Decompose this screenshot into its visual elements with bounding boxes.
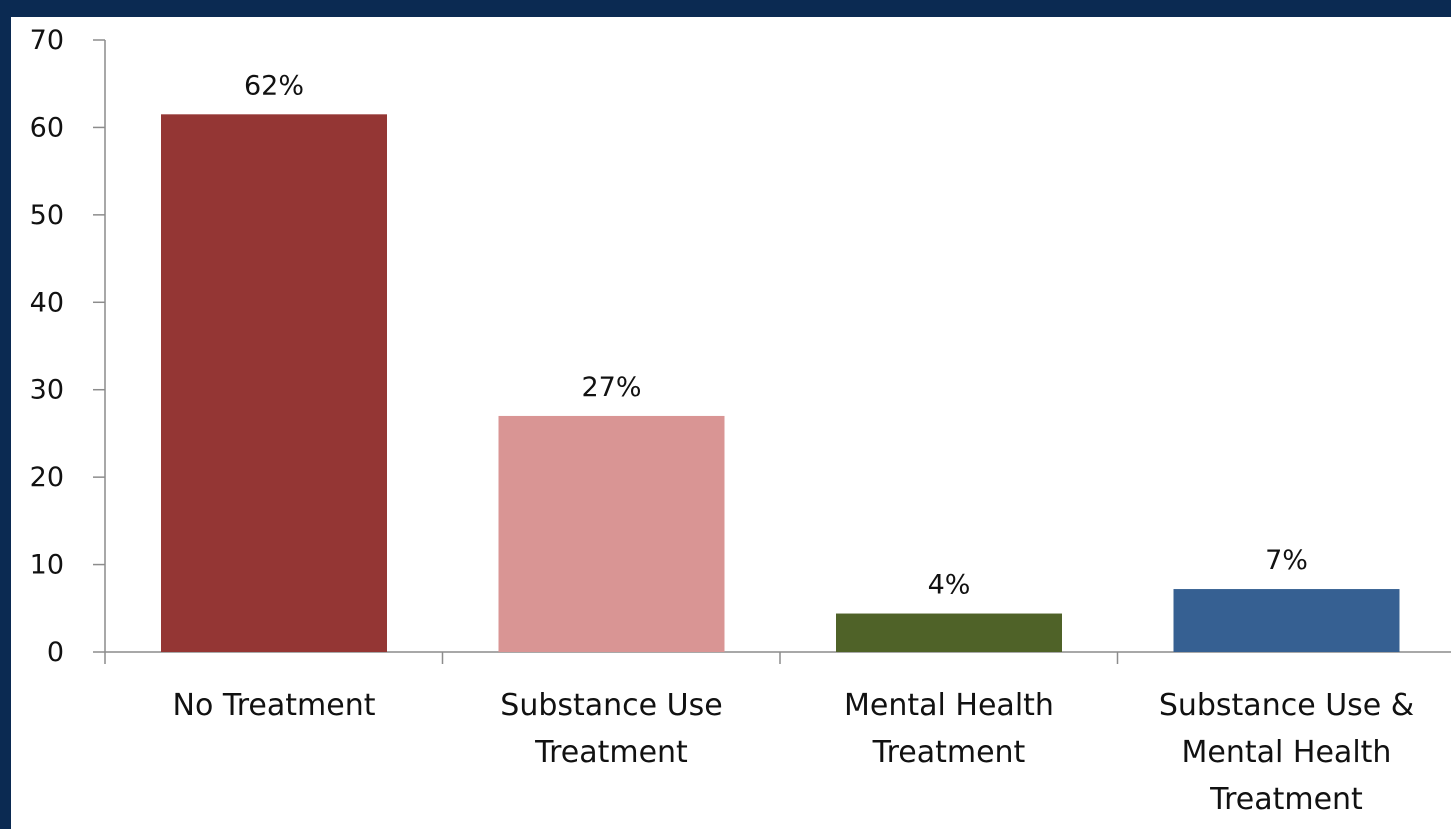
y-tick-label: 50: [30, 200, 64, 231]
x-tick-label: Mental Health: [844, 688, 1054, 723]
data-labels: 62% 27% 4% 7%: [244, 70, 1308, 600]
bar: [498, 415, 725, 652]
bar: [161, 114, 387, 653]
bar: [836, 613, 1062, 652]
y-tick-label: 10: [30, 550, 64, 581]
bars: [161, 114, 1400, 653]
x-tick-label: Treatment: [872, 735, 1026, 770]
x-tick-label: Treatment: [534, 735, 688, 770]
data-label: 7%: [1265, 545, 1308, 576]
data-label: 27%: [581, 372, 641, 403]
x-tick-label: No Treatment: [173, 688, 376, 723]
y-tick-label: 60: [30, 112, 64, 143]
x-tick-label: Mental Health: [1182, 735, 1392, 770]
x-tick-label: Substance Use &: [1159, 688, 1414, 723]
y-tick-label: 20: [30, 462, 64, 493]
x-tick-label: Substance Use: [500, 688, 722, 723]
y-tick-label: 40: [30, 287, 64, 318]
y-tick-label: 30: [30, 375, 64, 406]
data-label: 4%: [928, 570, 971, 601]
x-tick-label: Treatment: [1209, 782, 1363, 817]
bar: [1173, 589, 1400, 652]
tick-labels: 0 10 20 30 40 50 60 70 No Treatment Substance Use…: [30, 25, 1415, 817]
data-label: 62%: [244, 70, 304, 101]
y-tick-label: 70: [30, 25, 64, 56]
y-tick-label: 0: [47, 637, 64, 668]
